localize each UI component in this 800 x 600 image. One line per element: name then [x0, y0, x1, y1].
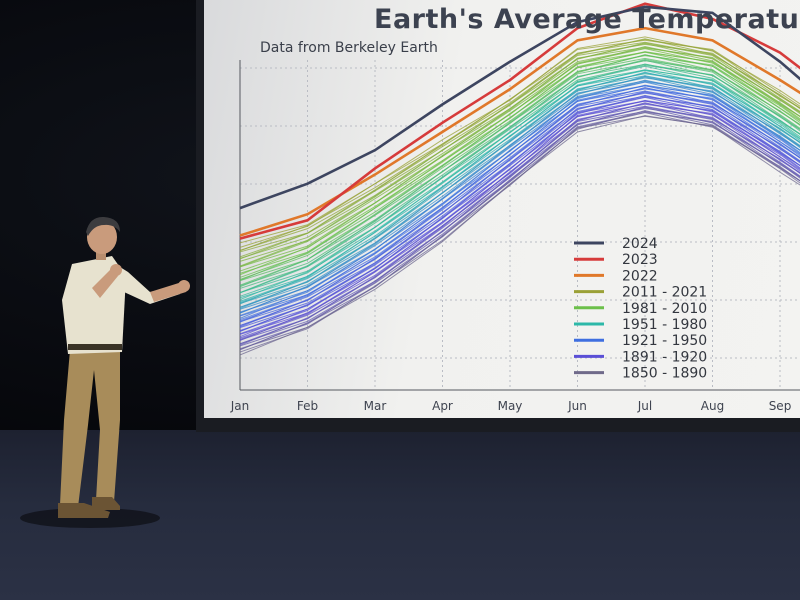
legend-label: 1951 - 1980: [622, 317, 707, 333]
series-line-year: [239, 64, 800, 294]
x-tick-label: Apr: [432, 399, 453, 413]
series-line-year: [239, 51, 800, 276]
x-tick-label: Sep: [769, 399, 792, 413]
series-line-year: [239, 75, 800, 310]
series-line-year: [239, 69, 800, 297]
series-line-year: [239, 85, 800, 316]
x-tick-label: Feb: [297, 399, 318, 413]
x-tick-label: Jul: [637, 399, 652, 413]
x-tick-label: Jun: [567, 399, 587, 413]
series-line-year: [239, 39, 800, 248]
x-tick-label: May: [498, 399, 523, 413]
series-line-year: [239, 95, 800, 329]
series-line-year: [239, 63, 800, 289]
series-line-year: [239, 60, 800, 286]
series-line-year: [239, 51, 800, 272]
legend-label: 2024: [622, 236, 658, 252]
series-line-year: [239, 103, 800, 339]
series-line-year: [239, 80, 800, 310]
series-line-2024: [239, 5, 800, 210]
series-line-year: [239, 92, 800, 327]
series-line-year: [239, 107, 800, 345]
series-line-year: [239, 69, 800, 301]
series-line-year: [239, 91, 800, 328]
series-line-year: [239, 38, 800, 251]
series-line-year: [239, 47, 800, 267]
x-tick-label: Aug: [701, 399, 724, 413]
series-line-year: [239, 111, 800, 351]
series-line-year: [239, 115, 800, 356]
x-tick-label: Mar: [364, 399, 387, 413]
series-line-year: [239, 54, 800, 281]
series-line-year: [239, 58, 800, 288]
x-tick-label: Jan: [230, 399, 250, 413]
series-line-year: [239, 38, 800, 252]
chart-x-axis: JanFebMarAprMayJunJulAugSepOct: [230, 399, 792, 413]
series-line-year: [239, 42, 800, 260]
series-line-year: [239, 73, 800, 302]
chart-series-lines: [239, 2, 800, 240]
stage-floor: [0, 430, 800, 600]
series-line-year: [239, 81, 800, 314]
legend-label: 1981 - 2010: [622, 301, 707, 317]
series-line-year: [239, 77, 800, 308]
projection-screen: JanFebMarAprMayJunJulAugSepOct 202420232…: [204, 0, 800, 418]
series-line-year: [239, 84, 800, 319]
series-line-year: [239, 43, 800, 258]
slide-title: Earth's Average Temperature: [374, 4, 800, 35]
series-line-year: [239, 87, 800, 323]
legend-label: 2022: [622, 268, 658, 284]
legend-label: 1921 - 1950: [622, 333, 707, 349]
series-line-year: [239, 102, 800, 341]
series-line-year: [239, 55, 800, 278]
legend-label: 1850 - 1890: [622, 366, 707, 382]
series-line-year: [239, 96, 800, 332]
legend-label: 1891 - 1920: [622, 349, 707, 365]
series-line-year: [239, 100, 800, 335]
slide-subtitle: Data from Berkeley Earth: [260, 40, 438, 56]
series-line-year: [239, 115, 800, 353]
temperature-chart: JanFebMarAprMayJunJulAugSepOct 202420232…: [230, 2, 800, 413]
series-line-year: [239, 63, 800, 294]
series-line-year: [239, 72, 800, 305]
legend-label: 2023: [622, 252, 658, 268]
series-line-year: [239, 94, 800, 332]
series-line-year: [239, 99, 800, 338]
series-line-year: [239, 106, 800, 346]
series-line-year: [239, 46, 800, 262]
series-line-year: [239, 88, 800, 321]
legend-label: 2011 - 2021: [622, 285, 707, 301]
chart-spaghetti-band: [239, 36, 800, 356]
